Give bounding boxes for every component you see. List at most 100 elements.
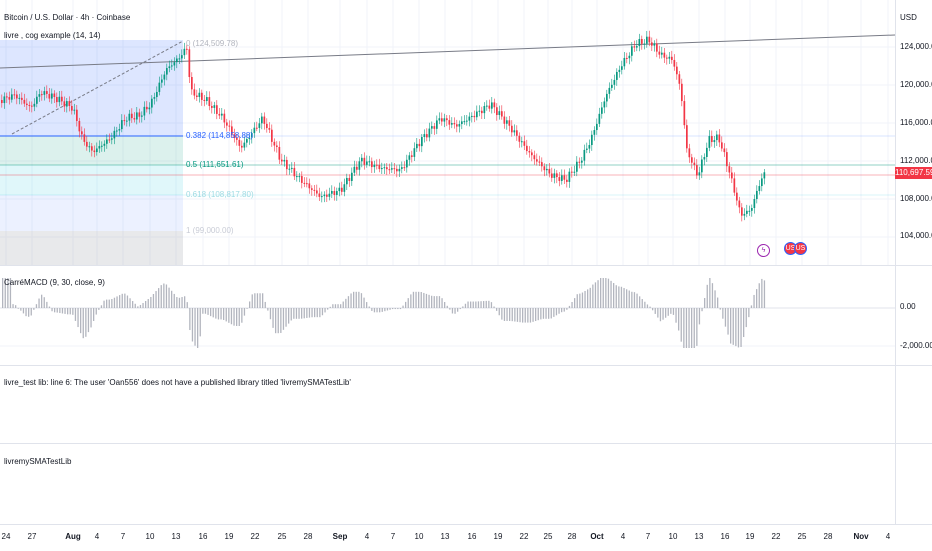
candle-body [666,57,668,59]
candle-body [563,175,566,180]
candle-body [293,167,296,177]
us-flag-icon[interactable]: US [794,242,807,255]
macd-bar [106,299,108,308]
candle-body [356,166,358,170]
macd-bar [724,308,727,327]
macd-bar [527,308,529,323]
candle-body [146,106,148,110]
candle-body [88,146,91,148]
time-tick-label: 7 [120,532,126,541]
price-scale[interactable] [895,0,932,265]
fib-level-label: 1 (99,000.00) [186,226,234,235]
macd-bar [158,288,160,308]
candle-body [683,101,686,126]
candle-body [673,59,676,67]
candle-body [351,172,353,181]
candle-body [283,159,286,162]
price-chart[interactable] [0,0,895,265]
time-tick-label: 4 [94,532,100,541]
macd-bar [171,290,173,308]
candle-body [591,134,593,146]
pane-separator[interactable] [0,443,932,444]
candle-body [41,94,43,96]
fib-zone [0,195,183,231]
candle-body [733,178,736,193]
macd-bar [246,308,248,309]
error-pane[interactable] [0,366,932,443]
macd-bar [150,296,152,308]
macd-pane[interactable]: CarréMACD (9, 30, close, 9) 0.00 -2,000.… [0,266,932,365]
candle-body [68,101,71,106]
macd-title[interactable]: CarréMACD (9, 30, close, 9) [4,278,105,287]
candle-body [98,146,101,149]
currency-label[interactable]: USD [900,13,917,22]
library-pane-scale[interactable] [895,444,932,524]
candle-body [323,194,326,197]
macd-bar [87,308,90,333]
macd-bar [480,301,482,308]
candle-body [266,123,268,129]
candle-body [416,143,418,149]
time-axis[interactable] [0,524,932,551]
time-tick-label: 13 [440,532,450,541]
time-tick-label: Sep [332,532,348,541]
candle-body [31,105,33,107]
macd-bar [230,308,233,325]
candle-body [206,97,208,102]
macd-bar [524,308,526,323]
macd-bar [314,308,316,318]
macd-bar [12,304,14,308]
macd-bar [197,308,199,348]
candle-body [86,141,88,147]
symbol-title[interactable]: Bitcoin / U.S. Dollar · 4h · Coinbase [4,13,131,22]
macd-bar [337,304,339,308]
macd-bar [626,289,628,308]
candle-body [503,116,506,124]
candle-body [346,177,348,185]
indicator-title[interactable]: livre , cog example (14, 14) [4,31,101,40]
macd-histogram[interactable] [0,266,895,365]
candle-body [433,126,436,129]
candle-body [411,155,413,157]
candle-body [196,95,198,98]
candle-body [681,83,683,102]
macd-bar [308,308,311,318]
macd-bar [633,292,636,308]
candle-body [606,93,608,102]
time-tick-label: 27 [27,532,37,541]
candle-body [421,137,423,147]
macd-bar [516,308,519,322]
macd-bar [574,298,576,308]
candle-body [96,148,98,153]
dividend-lightning-icon[interactable]: ϟ [757,244,770,257]
time-tick-label: 25 [797,532,807,541]
candle-body [3,96,6,104]
macd-bar [667,308,669,316]
macd-bar [67,308,69,315]
fib-level-label: 0.382 (114,858.88) [186,131,254,140]
candle-body [156,91,158,98]
pane-separator[interactable] [0,265,932,266]
macd-bar [199,308,201,337]
macd-bar [28,308,30,317]
us-flag-icon[interactable]: US [784,242,797,255]
candle-body [526,145,528,152]
candle-body [581,160,583,163]
library-title[interactable]: livremySMATestLib [4,457,72,466]
macd-bar [545,308,547,319]
macd-bar [51,308,53,312]
main-price-pane[interactable]: Bitcoin / U.S. Dollar · 4h · Coinbase li… [0,0,932,265]
library-pane[interactable]: livremySMATestLib [0,444,932,524]
pane-separator[interactable] [0,365,932,366]
candle-body [691,157,693,163]
candle-body [348,177,351,181]
macd-bar [329,306,331,308]
macd-bar [334,304,337,308]
macd-bar [168,287,170,308]
candle-body [458,124,461,127]
macd-bar [90,308,92,328]
error-pane-scale[interactable] [895,366,932,443]
macd-bar [64,308,66,314]
macd-scale[interactable] [895,266,932,365]
candle-body [316,190,318,194]
